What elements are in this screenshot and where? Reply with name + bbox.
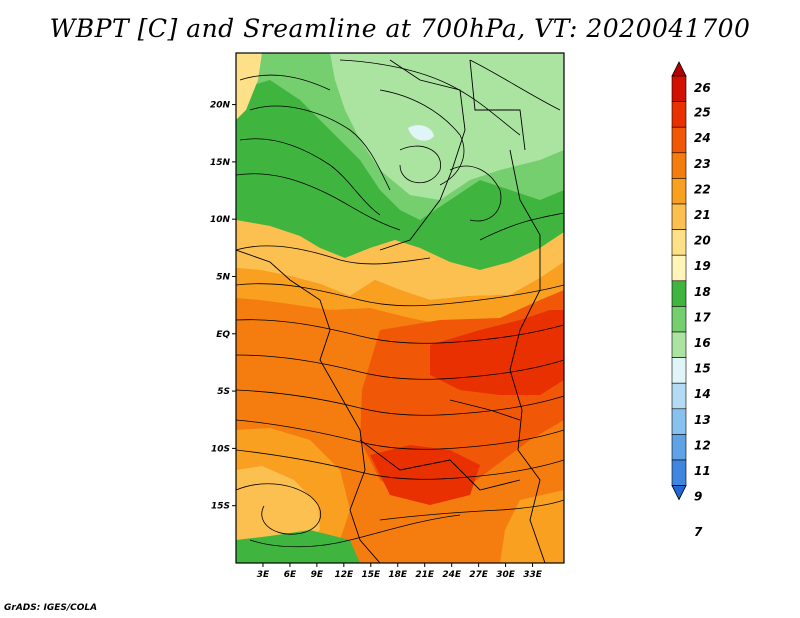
streamlines — [236, 59, 564, 548]
colorbar-label: 16 — [694, 336, 711, 350]
colorbar-swatch — [671, 434, 687, 461]
x-tick-label: 6E — [284, 570, 297, 580]
x-axis: 3E 6E 9E 12E 15E 18E 21E 24E 27E 30E 33E — [257, 563, 543, 580]
colorbar-swatch — [671, 229, 687, 256]
colorbar-swatch — [671, 203, 687, 230]
colorbar-swatch — [671, 459, 687, 486]
colorbar-label: 9 — [694, 490, 702, 504]
colorbar-label: 11 — [694, 464, 711, 478]
colorbar-swatch — [671, 382, 687, 410]
colorbar-label: 19 — [694, 259, 711, 273]
y-tick-label: 15N — [210, 158, 231, 168]
country-borders — [236, 59, 546, 563]
wbpt-band-20-sw — [236, 466, 320, 552]
y-tick-label: 5S — [217, 387, 230, 397]
colorbar-bottom-arrow — [671, 485, 687, 501]
colorbar-label: 18 — [694, 285, 711, 299]
colorbar-swatch — [671, 101, 687, 128]
x-tick-label: 33E — [523, 570, 543, 580]
colorbar-top-arrow — [671, 61, 687, 77]
wbpt-band-19-20 — [236, 220, 564, 300]
map-title: WBPT [C] and Sreamline at 700hPa, VT: 20… — [49, 14, 751, 43]
y-tick-label: 10S — [211, 444, 230, 454]
x-tick-label: 27E — [469, 570, 489, 580]
colorbar-label: 23 — [694, 157, 711, 171]
colorbar-swatch — [671, 152, 687, 179]
x-tick-label: 12E — [334, 570, 354, 580]
colorbar-swatch — [671, 126, 687, 154]
colorbar-label: 12 — [694, 438, 711, 452]
wbpt-band-18 — [236, 53, 262, 120]
y-tick-label: 20N — [210, 101, 231, 111]
colorbar-label: 25 — [694, 106, 711, 120]
colorbar-label: 22 — [694, 182, 711, 196]
colorbar-label: 26 — [694, 81, 711, 95]
x-tick-label: 9E — [311, 570, 324, 580]
wbpt-band-24 — [430, 310, 564, 395]
colorbar-label: 17 — [694, 310, 711, 324]
colorbar-swatch — [671, 178, 687, 205]
colorbar-label: 15 — [694, 362, 711, 376]
wbpt-band-24-s — [370, 445, 480, 505]
y-tick-label: 15S — [211, 502, 230, 512]
x-tick-label: 21E — [415, 570, 435, 580]
colorbar: 26 25 24 23 22 21 20 19 18 17 16 15 14 13 12 11 9 7 — [671, 61, 711, 539]
colorbar-swatch — [671, 357, 687, 384]
wbpt-band-15 — [330, 53, 564, 200]
colorbar-swatch — [671, 254, 687, 282]
y-tick-label: 10N — [210, 215, 231, 225]
colorbar-label: 20 — [694, 234, 711, 248]
x-tick-label: 24E — [442, 570, 462, 580]
x-tick-label: 18E — [388, 570, 408, 580]
colorbar-swatch — [671, 306, 687, 333]
colorbar-swatch — [671, 331, 687, 358]
wbpt-band-14 — [408, 125, 434, 141]
wbpt-band-17 — [236, 80, 564, 270]
y-tick-label: EQ — [216, 330, 230, 340]
colorbar-swatch — [671, 75, 687, 102]
y-axis: 20N 15N 10N 5N EQ 5S 10S 15S — [210, 101, 236, 512]
colorbar-label: 14 — [694, 387, 711, 401]
wbpt-field — [236, 53, 564, 563]
footer-credit: GrADS: IGES/COLA — [4, 603, 98, 613]
colorbar-label: 24 — [694, 131, 711, 145]
colorbar-swatch — [671, 280, 687, 307]
x-tick-label: 30E — [496, 570, 516, 580]
x-tick-label: 3E — [257, 570, 270, 580]
colorbar-label: 13 — [694, 413, 711, 427]
wbpt-band-21 — [236, 262, 564, 330]
plot-frame — [235, 52, 565, 564]
colorbar-swatch — [671, 408, 687, 435]
colorbar-label: 21 — [694, 208, 711, 222]
y-tick-label: 5N — [216, 272, 230, 282]
colorbar-label: 7 — [694, 525, 703, 539]
x-tick-label: 15E — [361, 570, 381, 580]
